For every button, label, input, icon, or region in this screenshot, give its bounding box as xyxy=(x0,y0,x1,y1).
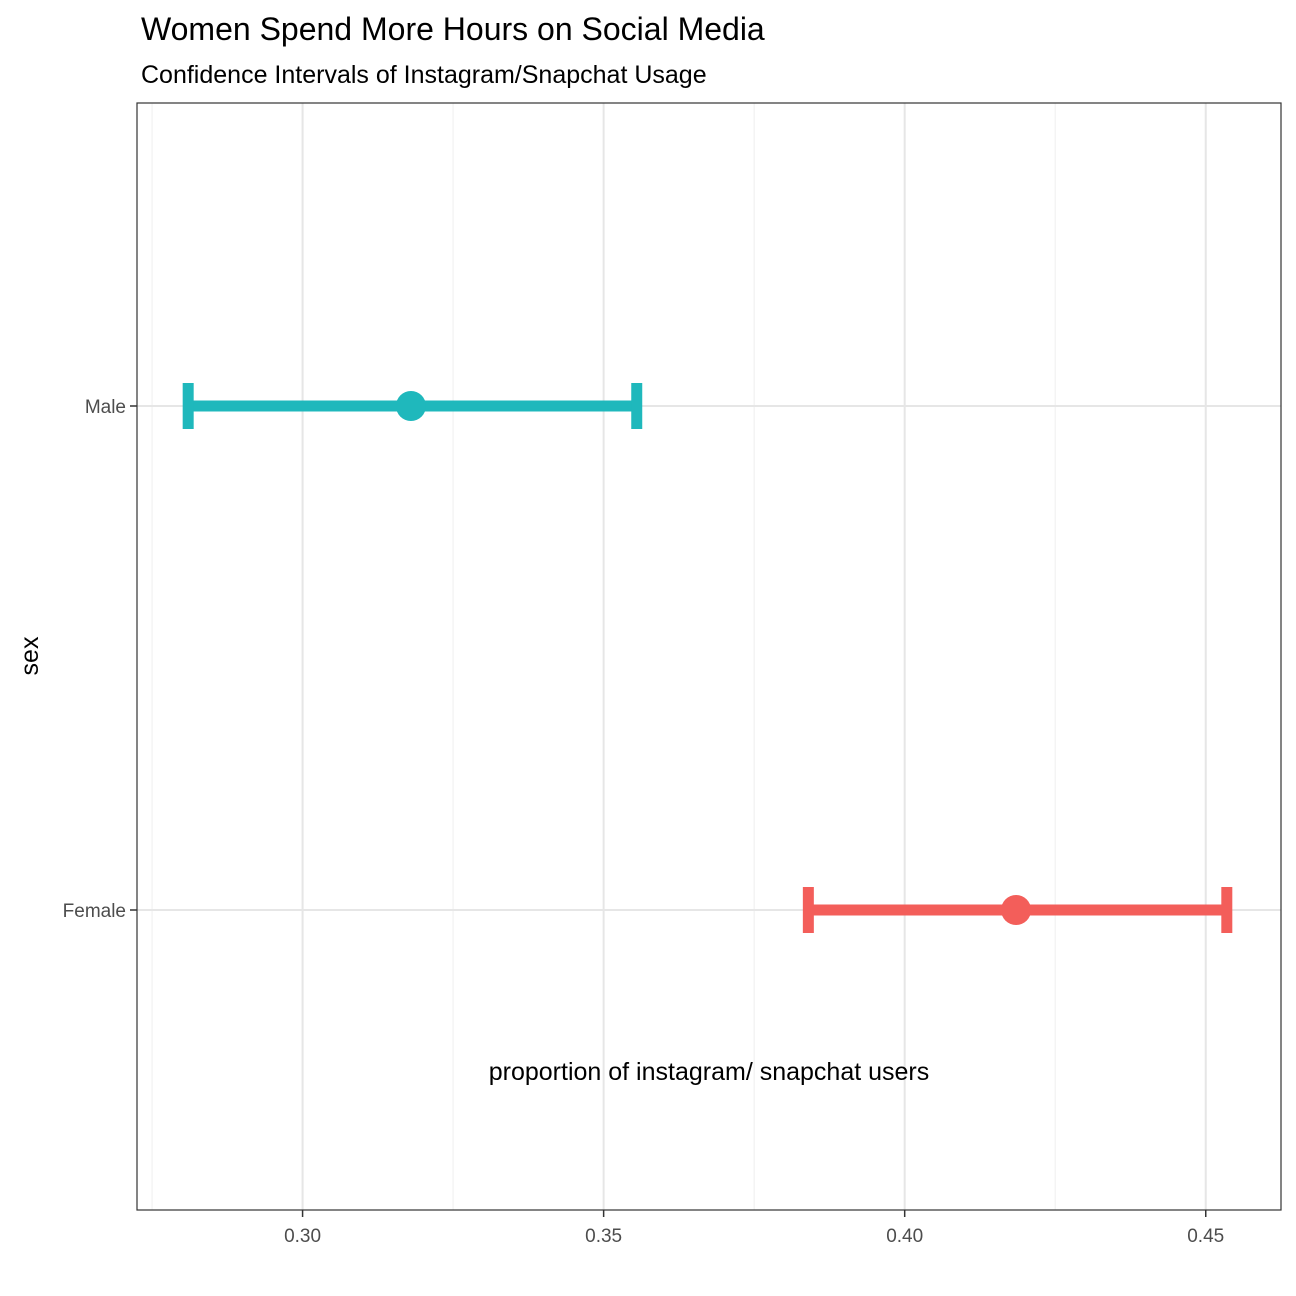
plot-panel-border xyxy=(136,102,1282,1211)
x-axis-ticks: 0.30 0.35 0.40 0.45 xyxy=(284,1210,1224,1247)
x-axis-title: proportion of instagram/ snapchat users xyxy=(489,1058,930,1086)
chart-title: Women Spend More Hours on Social Media xyxy=(141,11,765,47)
chart-subtitle: Confidence Intervals of Instagram/Snapch… xyxy=(141,61,707,89)
grid-lines xyxy=(137,103,1281,1210)
x-tick-label: 0.45 xyxy=(1187,1226,1224,1247)
estimate-point xyxy=(1001,895,1032,925)
error-bars xyxy=(182,383,1233,933)
x-tick-label: 0.30 xyxy=(284,1226,321,1247)
y-axis-title: sex xyxy=(16,636,44,675)
errorbar-male xyxy=(182,383,643,429)
x-tick-label: 0.40 xyxy=(886,1226,923,1247)
estimate-point xyxy=(395,391,426,421)
x-tick-label: 0.35 xyxy=(585,1226,622,1247)
y-tick-label: Male xyxy=(85,397,126,418)
errorbar-female xyxy=(802,887,1233,933)
y-axis-ticks: Female Male xyxy=(63,397,137,922)
y-tick-label: Female xyxy=(63,901,126,922)
